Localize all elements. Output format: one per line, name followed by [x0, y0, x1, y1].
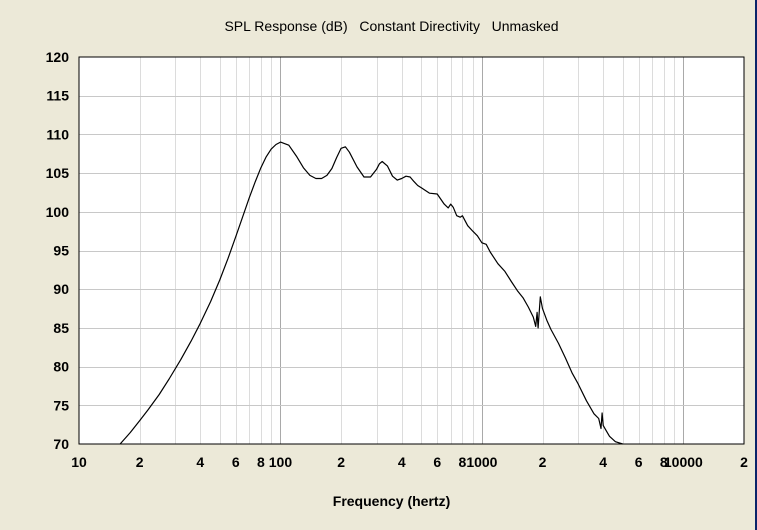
- x-tick-label: 4: [599, 454, 607, 470]
- x-tick-label: 6: [433, 454, 441, 470]
- spl-response-line: [119, 141, 623, 445]
- chart-title: SPL Response (dB) Constant Directivity U…: [224, 18, 559, 34]
- x-tick-label: 100: [269, 454, 293, 470]
- y-tick-label: 80: [53, 359, 69, 375]
- x-tick-label: 8: [660, 454, 668, 470]
- y-tick-label: 75: [53, 397, 69, 413]
- x-tick-label: 2: [136, 454, 144, 470]
- y-tick-label: 120: [46, 49, 70, 65]
- x-tick-label: 10: [71, 454, 87, 470]
- x-tick-label: 1000: [466, 454, 497, 470]
- x-tick-label: 4: [398, 454, 406, 470]
- x-tick-label: 8: [257, 454, 265, 470]
- y-tick-label: 70: [53, 436, 69, 452]
- vertical-gridlines: [140, 57, 684, 444]
- horizontal-gridlines: [79, 96, 744, 406]
- y-tick-label: 90: [53, 281, 69, 297]
- y-tick-label: 100: [46, 204, 70, 220]
- x-tick-label: 2: [337, 454, 345, 470]
- x-axis-label: Frequency (hertz): [332, 493, 451, 509]
- plot-area: [79, 57, 744, 444]
- y-tick-label: 105: [46, 165, 70, 181]
- x-tick-label: 10000: [664, 454, 703, 470]
- x-tick-label: 6: [635, 454, 643, 470]
- x-tick-label: 2: [740, 454, 748, 470]
- x-tick-label: 8: [458, 454, 466, 470]
- x-tick-label: 4: [196, 454, 204, 470]
- y-tick-labels: 70 75 80 85 90 95 100 105 110 115 120: [46, 49, 70, 452]
- y-tick-label: 95: [53, 243, 69, 259]
- y-tick-label: 110: [46, 126, 69, 142]
- x-tick-label: 2: [539, 454, 547, 470]
- spl-curve-group: [119, 141, 623, 445]
- x-tick-label: 6: [232, 454, 240, 470]
- y-tick-label: 115: [46, 88, 69, 104]
- window-border: [755, 0, 757, 530]
- y-tick-label: 85: [53, 320, 69, 336]
- plot-frame: [78, 56, 745, 445]
